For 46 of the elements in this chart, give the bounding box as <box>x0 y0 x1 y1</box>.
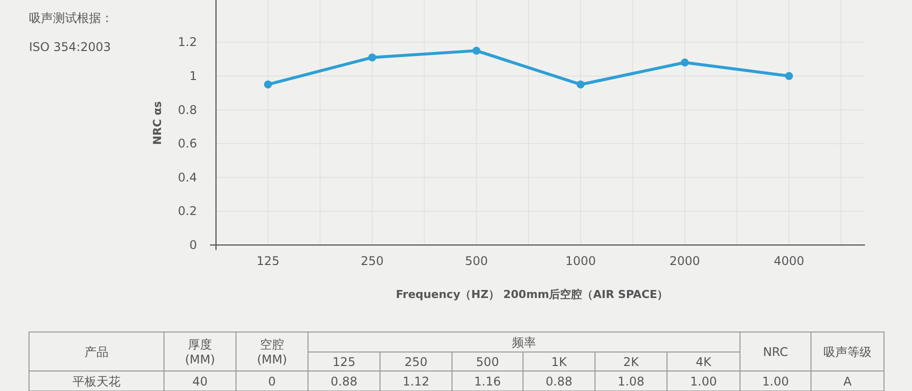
x-tick-label: 500 <box>464 254 488 268</box>
text: 平板天花 <box>72 374 120 388</box>
y-tick-label: 0.2 <box>178 204 197 218</box>
point <box>472 46 480 55</box>
text: 4K <box>696 355 712 369</box>
text: 频率 <box>512 336 536 350</box>
point <box>576 80 585 88</box>
text: 125 <box>332 355 356 369</box>
text: ISO 354:2003 <box>29 40 111 54</box>
y-tick-label: 0.8 <box>178 102 197 117</box>
x-tick-label: 4000 <box>774 254 804 268</box>
text: 空腔 (MM) <box>256 338 288 366</box>
x-tick-label: 250 <box>360 254 384 268</box>
text: 1.16 <box>474 374 501 388</box>
text: 1K <box>551 355 568 369</box>
text: 40 <box>192 374 208 388</box>
point <box>264 80 272 88</box>
text: 0.88 <box>330 374 358 388</box>
point <box>785 72 793 80</box>
text: 1.08 <box>618 374 644 388</box>
text: 1.00 <box>762 374 789 388</box>
text: 厚度 (MM) <box>184 338 216 366</box>
y-tick-label: 1 <box>189 69 197 84</box>
point <box>680 58 689 67</box>
text: NRC <box>762 345 788 359</box>
x-tick-label: 125 <box>256 254 280 268</box>
text: 产品 <box>84 345 108 359</box>
text: 2K <box>623 355 640 369</box>
y-tick-label: 0.6 <box>178 136 197 151</box>
text: 1.00 <box>690 374 717 388</box>
y-tick-label: 0 <box>189 238 197 252</box>
text: 250 <box>404 355 428 369</box>
text: 0 <box>268 374 276 388</box>
text: 吸声等级 <box>824 345 872 359</box>
y-tick-label: 0.4 <box>178 170 197 184</box>
text: A <box>843 374 852 388</box>
text: 0.88 <box>546 374 572 388</box>
x-tick-label: 2000 <box>670 254 700 268</box>
y-tick-label: 1.2 <box>178 35 197 50</box>
text: 500 <box>476 355 499 369</box>
text: 吸声测试根据： <box>29 11 113 25</box>
y-axis-title: NRC αs <box>151 100 164 145</box>
text: 1.12 <box>402 374 430 388</box>
x-axis-title: Frequency（HZ） 200mm后空腔（AIR SPACE） <box>396 288 668 301</box>
point <box>368 53 376 62</box>
x-tick-label: 1000 <box>565 254 596 268</box>
